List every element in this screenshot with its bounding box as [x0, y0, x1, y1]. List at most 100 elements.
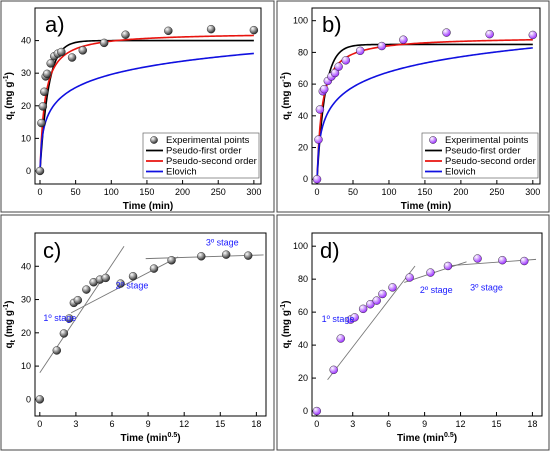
y-tick-label: 40	[298, 340, 308, 350]
data-point	[99, 38, 109, 48]
x-tick-label: 200	[453, 187, 468, 197]
y-tick-label: 0	[26, 166, 31, 176]
x-tick-label: 9	[146, 419, 151, 429]
y-tick-label: 20	[298, 373, 308, 383]
x-tick-label: 150	[139, 187, 154, 197]
data-point	[443, 261, 453, 271]
data-point	[485, 29, 494, 39]
legend-box	[142, 132, 260, 179]
y-tick-label: 10	[21, 133, 31, 143]
data-point	[399, 35, 408, 44]
legend-entry: Elovich	[445, 167, 476, 178]
y-tick-label: 80	[298, 274, 308, 284]
legend-entry: Pseudo-first order	[445, 146, 521, 157]
x-tick-label: 3	[73, 419, 78, 429]
panel-d: 0 3 6 9 12 15 18 0 20 40 60 80 100 Time (min0.5) qt (m…	[276, 214, 550, 451]
y-tick-label: 20	[298, 143, 308, 153]
y-tick-label: 30	[21, 68, 31, 78]
data-point	[473, 254, 482, 263]
data-point	[320, 84, 329, 94]
data-point	[35, 166, 45, 176]
legend-entry: Elovich	[166, 167, 197, 178]
panel-frame	[276, 0, 550, 213]
data-point	[314, 135, 323, 144]
x-tick-label: 100	[104, 187, 119, 197]
y-tick-label: 100	[293, 241, 308, 251]
data-point	[221, 250, 231, 259]
model-curve-pfo	[316, 43, 533, 180]
data-point	[378, 289, 387, 299]
data-point	[336, 334, 345, 343]
x-tick-label: 3	[350, 419, 355, 429]
y-tick-label: 0	[303, 174, 308, 184]
x-tick-label: 0	[37, 187, 42, 197]
panel-frame	[0, 214, 275, 451]
y-tick-label: 0	[303, 406, 308, 416]
stage-annotation: 3º stage	[206, 238, 239, 248]
x-tick-label: 0	[37, 419, 42, 429]
data-point	[42, 69, 52, 79]
plot-frame	[34, 7, 262, 185]
data-point	[167, 256, 176, 265]
x-axis-label: Time (min0.5)	[120, 432, 180, 444]
x-tick-label: 15	[215, 419, 225, 429]
model-curve-pso	[316, 38, 533, 180]
data-point	[116, 279, 125, 288]
data-point	[35, 395, 45, 404]
stage-annotation: 2º stage	[116, 281, 149, 291]
data-point	[442, 28, 451, 37]
x-tick-label: 300	[246, 187, 261, 197]
legend-entry: Pseudo-second order	[445, 156, 536, 167]
y-tick-label: 40	[21, 261, 31, 271]
panel-a: 0 50 100 150 200 250 300 0 10 20 30 40 Time (min) qt …	[0, 0, 275, 213]
data-point	[82, 285, 91, 294]
data-point	[73, 296, 83, 305]
x-tick-label: 9	[422, 419, 427, 429]
model-curve-pso	[39, 34, 254, 171]
x-tick-label: 250	[211, 187, 226, 197]
x-tick-label: 18	[527, 419, 537, 429]
model-curve-elovich	[39, 52, 254, 172]
data-point	[315, 105, 325, 114]
x-axis-label: Time (min)	[401, 201, 451, 212]
legend-marker	[150, 136, 158, 144]
x-tick-label: 18	[251, 419, 261, 429]
panel-label: a)	[45, 12, 65, 37]
y-axis-label: qt (mg g-1)	[3, 72, 17, 120]
plot-frame	[34, 232, 267, 417]
stage-fit-line	[70, 256, 179, 314]
x-tick-label: 0	[314, 419, 319, 429]
data-point	[38, 102, 48, 111]
data-point	[57, 47, 66, 57]
data-point	[149, 264, 159, 273]
data-point	[249, 25, 259, 35]
data-point	[366, 300, 375, 309]
x-tick-label: 50	[348, 187, 358, 197]
data-point	[405, 273, 414, 282]
x-tick-label: 12	[456, 419, 466, 429]
data-point	[355, 46, 365, 56]
y-tick-label: 20	[21, 101, 31, 111]
data-point	[46, 59, 55, 68]
x-axis-label: Time (min0.5)	[397, 432, 457, 444]
x-tick-label: 6	[386, 419, 391, 429]
panel-label: d)	[320, 238, 340, 263]
x-axis-label: Time (min)	[123, 201, 173, 212]
y-tick-label: 60	[298, 79, 308, 89]
data-point	[40, 87, 49, 96]
data-point	[520, 256, 529, 266]
x-tick-label: 250	[489, 187, 504, 197]
legend-entry: Experimental points	[445, 135, 529, 146]
legend-entry: Experimental points	[166, 135, 250, 146]
data-point	[243, 251, 253, 260]
data-point	[101, 273, 110, 283]
data-point	[67, 53, 77, 62]
data-point	[372, 296, 381, 305]
legend-box	[421, 132, 539, 179]
data-point	[329, 365, 338, 375]
x-tick-label: 15	[491, 419, 501, 429]
panel-frame	[276, 214, 550, 451]
panel-c: 0 3 6 9 12 15 18 0 10 20 30 40 Time (min0.5) qt (mg g…	[0, 214, 275, 451]
